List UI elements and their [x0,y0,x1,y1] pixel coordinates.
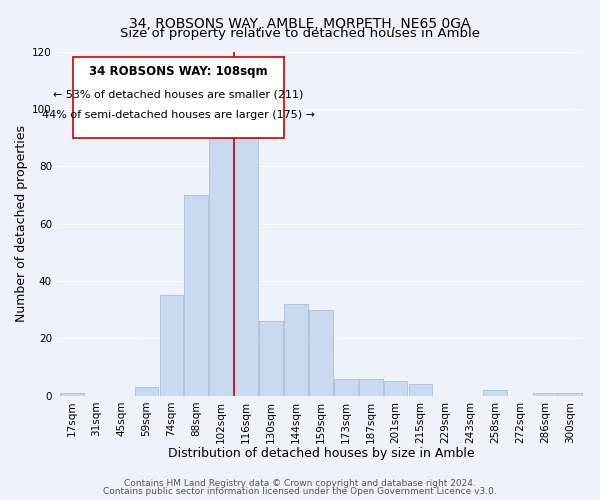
X-axis label: Distribution of detached houses by size in Amble: Distribution of detached houses by size … [167,447,474,460]
Bar [259,321,283,396]
Y-axis label: Number of detached properties: Number of detached properties [15,125,28,322]
Text: Size of property relative to detached houses in Amble: Size of property relative to detached ho… [120,28,480,40]
Bar [134,387,158,396]
Bar [334,378,358,396]
Bar [284,304,308,396]
Text: Contains HM Land Registry data © Crown copyright and database right 2024.: Contains HM Land Registry data © Crown c… [124,479,476,488]
Bar [558,393,582,396]
Bar [484,390,507,396]
Text: 34, ROBSONS WAY, AMBLE, MORPETH, NE65 0GA: 34, ROBSONS WAY, AMBLE, MORPETH, NE65 0G… [129,18,471,32]
Bar [209,138,233,396]
Bar [309,310,333,396]
Bar [533,393,557,396]
FancyBboxPatch shape [73,56,284,138]
Bar [235,132,258,396]
Bar [409,384,433,396]
Text: 34 ROBSONS WAY: 108sqm: 34 ROBSONS WAY: 108sqm [89,66,268,78]
Text: 44% of semi-detached houses are larger (175) →: 44% of semi-detached houses are larger (… [42,110,315,120]
Bar [60,393,83,396]
Bar [184,195,208,396]
Bar [160,296,183,396]
Bar [384,382,407,396]
Text: Contains public sector information licensed under the Open Government Licence v3: Contains public sector information licen… [103,487,497,496]
Text: ← 53% of detached houses are smaller (211): ← 53% of detached houses are smaller (21… [53,90,304,100]
Bar [359,378,383,396]
